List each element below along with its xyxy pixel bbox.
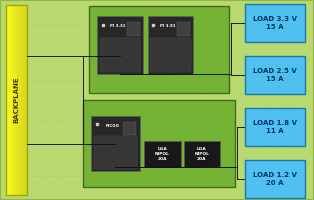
FancyBboxPatch shape xyxy=(123,122,136,135)
FancyBboxPatch shape xyxy=(246,109,306,147)
FancyBboxPatch shape xyxy=(245,160,305,198)
FancyBboxPatch shape xyxy=(21,5,23,195)
FancyBboxPatch shape xyxy=(245,56,305,94)
FancyBboxPatch shape xyxy=(150,38,191,72)
Text: PICOO: PICOO xyxy=(106,124,120,128)
FancyBboxPatch shape xyxy=(127,22,140,36)
FancyBboxPatch shape xyxy=(14,5,16,195)
FancyBboxPatch shape xyxy=(144,141,181,167)
Text: LOAD 3.3 V
15 A: LOAD 3.3 V 15 A xyxy=(253,16,297,30)
FancyBboxPatch shape xyxy=(148,16,193,74)
FancyBboxPatch shape xyxy=(100,38,140,72)
FancyBboxPatch shape xyxy=(89,6,229,93)
FancyBboxPatch shape xyxy=(83,100,236,187)
FancyBboxPatch shape xyxy=(19,5,21,195)
FancyBboxPatch shape xyxy=(6,5,8,195)
FancyBboxPatch shape xyxy=(12,5,14,195)
Text: LGA
NIPOL
20A: LGA NIPOL 20A xyxy=(194,147,209,161)
FancyBboxPatch shape xyxy=(97,16,143,74)
Text: PI 3.91: PI 3.91 xyxy=(160,24,176,28)
Text: PI 3.31: PI 3.31 xyxy=(110,24,126,28)
Text: LOAD 2.5 V
15 A: LOAD 2.5 V 15 A xyxy=(253,68,297,82)
Text: LOAD 1.2 V
20 A: LOAD 1.2 V 20 A xyxy=(253,172,297,186)
FancyBboxPatch shape xyxy=(25,5,27,195)
FancyBboxPatch shape xyxy=(23,5,25,195)
Text: LOAD 1.8 V
11 A: LOAD 1.8 V 11 A xyxy=(253,120,297,134)
FancyBboxPatch shape xyxy=(246,5,306,43)
FancyBboxPatch shape xyxy=(8,5,10,195)
FancyBboxPatch shape xyxy=(94,136,137,169)
FancyBboxPatch shape xyxy=(10,5,12,195)
FancyBboxPatch shape xyxy=(245,108,305,146)
FancyBboxPatch shape xyxy=(246,57,306,95)
FancyBboxPatch shape xyxy=(177,22,190,36)
FancyBboxPatch shape xyxy=(184,141,220,167)
Text: BACKPLANE: BACKPLANE xyxy=(13,77,19,123)
Text: LGA
NIPOL
20A: LGA NIPOL 20A xyxy=(155,147,170,161)
FancyBboxPatch shape xyxy=(246,161,306,199)
FancyBboxPatch shape xyxy=(16,5,19,195)
FancyBboxPatch shape xyxy=(245,4,305,42)
FancyBboxPatch shape xyxy=(91,116,140,171)
